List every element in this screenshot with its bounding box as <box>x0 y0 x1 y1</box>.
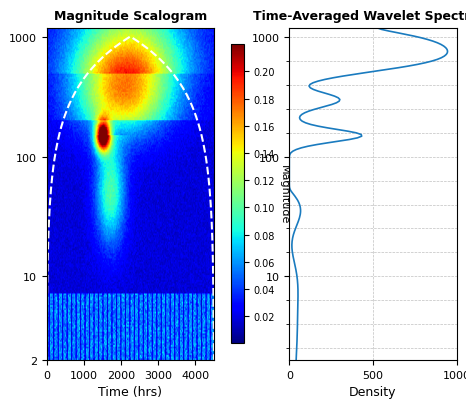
Y-axis label: Period (hrs): Period (hrs) <box>0 158 3 230</box>
X-axis label: Density: Density <box>349 385 397 398</box>
Title: Time-Averaged Wavelet Spectrum: Time-Averaged Wavelet Spectrum <box>254 10 466 23</box>
X-axis label: Time (hrs): Time (hrs) <box>98 385 162 398</box>
Title: Magnitude Scalogram: Magnitude Scalogram <box>54 10 207 23</box>
Y-axis label: Magnitude: Magnitude <box>279 165 289 224</box>
